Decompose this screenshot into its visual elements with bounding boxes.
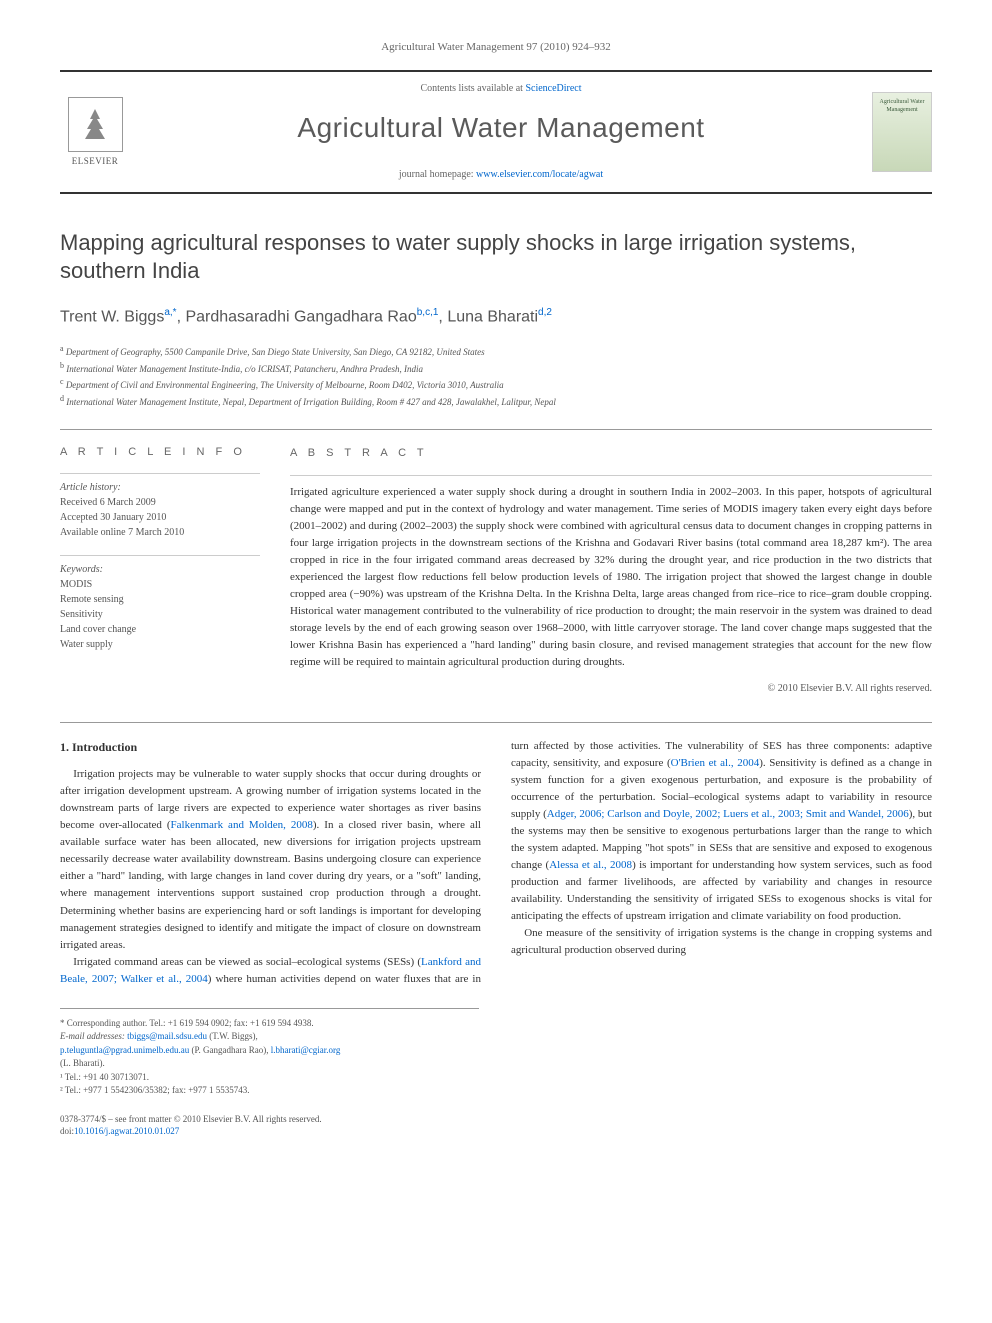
email-rao[interactable]: p.teluguntla@pgrad.unimelb.edu.au: [60, 1045, 189, 1055]
author-3: Luna Bharati: [447, 308, 538, 325]
doi-line: doi:10.1016/j.agwat.2010.01.027: [60, 1125, 932, 1138]
article-title: Mapping agricultural responses to water …: [60, 229, 932, 286]
keyword-4: Land cover change: [60, 622, 260, 637]
cite-falkenmark[interactable]: Falkenmark and Molden, 2008: [171, 819, 313, 831]
affiliation-a: a Department of Geography, 5500 Campanil…: [60, 343, 932, 360]
email-label: E-mail addresses:: [60, 1031, 127, 1041]
p2-a: Irrigated command areas can be viewed as…: [73, 956, 421, 968]
running-head: Agricultural Water Management 97 (2010) …: [60, 40, 932, 55]
abstract-heading: A B S T R A C T: [290, 445, 932, 462]
footnotes: * Corresponding author. Tel.: +1 619 594…: [60, 1008, 479, 1098]
affiliation-c: c Department of Civil and Environmental …: [60, 376, 932, 393]
history-label: Article history:: [60, 480, 260, 495]
cite-alessa[interactable]: Alessa et al., 2008: [549, 859, 632, 871]
masthead: ELSEVIER Contents lists available at Sci…: [60, 70, 932, 193]
abstract: A B S T R A C T Irrigated agriculture ex…: [290, 445, 932, 696]
keyword-5: Water supply: [60, 637, 260, 652]
elsevier-tree-icon: [68, 97, 123, 152]
journal-cover-thumbnail: Agricultural Water Management: [872, 92, 932, 172]
footer-meta: 0378-3774/$ – see front matter © 2010 El…: [60, 1113, 932, 1138]
corresponding-author: * Corresponding author. Tel.: +1 619 594…: [60, 1017, 479, 1031]
email1-who: (T.W. Biggs),: [207, 1031, 258, 1041]
divider-top: [60, 429, 932, 430]
affiliation-d-text: International Water Management Institute…: [66, 397, 556, 407]
email3-who: (L. Bharati).: [60, 1058, 105, 1068]
doi-link[interactable]: 10.1016/j.agwat.2010.01.027: [74, 1126, 179, 1136]
author-2: Pardhasaradhi Gangadhara Rao: [185, 308, 416, 325]
journal-name: Agricultural Water Management: [130, 108, 872, 147]
keywords-label: Keywords:: [60, 562, 260, 577]
info-abstract-row: A R T I C L E I N F O Article history: R…: [60, 445, 932, 696]
author-1: Trent W. Biggs: [60, 308, 164, 325]
publisher-logo: ELSEVIER: [60, 92, 130, 172]
email-bharati[interactable]: l.bharati@cgiar.org: [271, 1045, 341, 1055]
footnote-1: ¹ Tel.: +91 40 30713071.: [60, 1071, 479, 1085]
affiliation-d: d International Water Management Institu…: [60, 393, 932, 410]
cite-obrien[interactable]: O'Brien et al., 2004: [671, 757, 760, 769]
abstract-copyright: © 2010 Elsevier B.V. All rights reserved…: [290, 681, 932, 697]
para-1: Irrigation projects may be vulnerable to…: [60, 766, 481, 954]
email-addresses: E-mail addresses: tbiggs@mail.sdsu.edu (…: [60, 1030, 479, 1071]
publisher-name: ELSEVIER: [72, 155, 119, 168]
article-history: Article history: Received 6 March 2009 A…: [60, 473, 260, 540]
affiliation-c-text: Department of Civil and Environmental En…: [66, 380, 504, 390]
received-date: Received 6 March 2009: [60, 495, 260, 510]
cite-adger[interactable]: Adger, 2006; Carlson and Doyle, 2002; Lu…: [547, 808, 909, 820]
email2-who: (P. Gangadhara Rao),: [189, 1045, 270, 1055]
divider-bottom: [60, 722, 932, 723]
email-biggs[interactable]: tbiggs@mail.sdsu.edu: [127, 1031, 207, 1041]
online-date: Available online 7 March 2010: [60, 525, 260, 540]
keyword-3: Sensitivity: [60, 607, 260, 622]
para-3: One measure of the sensitivity of irriga…: [511, 925, 932, 959]
issn-line: 0378-3774/$ – see front matter © 2010 El…: [60, 1113, 932, 1126]
cover-label: Agricultural Water Management: [875, 98, 929, 115]
author-2-sup[interactable]: b,c,1: [417, 307, 439, 318]
body-text: 1. Introduction Irrigation projects may …: [60, 738, 932, 988]
p1-b: ). In a closed river basin, where all av…: [60, 819, 481, 916]
section-1-heading: 1. Introduction: [60, 738, 481, 757]
masthead-center: Contents lists available at ScienceDirec…: [130, 82, 872, 181]
affiliations: a Department of Geography, 5500 Campanil…: [60, 343, 932, 409]
author-3-sup[interactable]: d,2: [538, 307, 552, 318]
author-1-sup[interactable]: a,*: [164, 307, 176, 318]
sciencedirect-link[interactable]: ScienceDirect: [525, 83, 581, 94]
doi-prefix: doi:: [60, 1126, 74, 1136]
affiliation-b-text: International Water Management Institute…: [66, 364, 423, 374]
contents-prefix: Contents lists available at: [420, 83, 525, 94]
affiliation-b: b International Water Management Institu…: [60, 360, 932, 377]
author-list: Trent W. Biggsa,*, Pardhasaradhi Gangadh…: [60, 306, 932, 329]
affiliation-a-text: Department of Geography, 5500 Campanile …: [66, 347, 485, 357]
contents-available: Contents lists available at ScienceDirec…: [130, 82, 872, 96]
article-info: A R T I C L E I N F O Article history: R…: [60, 445, 260, 696]
keyword-1: MODIS: [60, 577, 260, 592]
footnote-2: ² Tel.: +977 1 5542306/35382; fax: +977 …: [60, 1084, 479, 1098]
homepage-prefix: journal homepage:: [399, 169, 476, 180]
article-info-heading: A R T I C L E I N F O: [60, 445, 260, 460]
journal-homepage: journal homepage: www.elsevier.com/locat…: [130, 168, 872, 182]
keyword-2: Remote sensing: [60, 592, 260, 607]
accepted-date: Accepted 30 January 2010: [60, 510, 260, 525]
keywords-block: Keywords: MODIS Remote sensing Sensitivi…: [60, 555, 260, 652]
homepage-link[interactable]: www.elsevier.com/locate/agwat: [476, 169, 603, 180]
abstract-body: Irrigated agriculture experienced a wate…: [290, 475, 932, 672]
